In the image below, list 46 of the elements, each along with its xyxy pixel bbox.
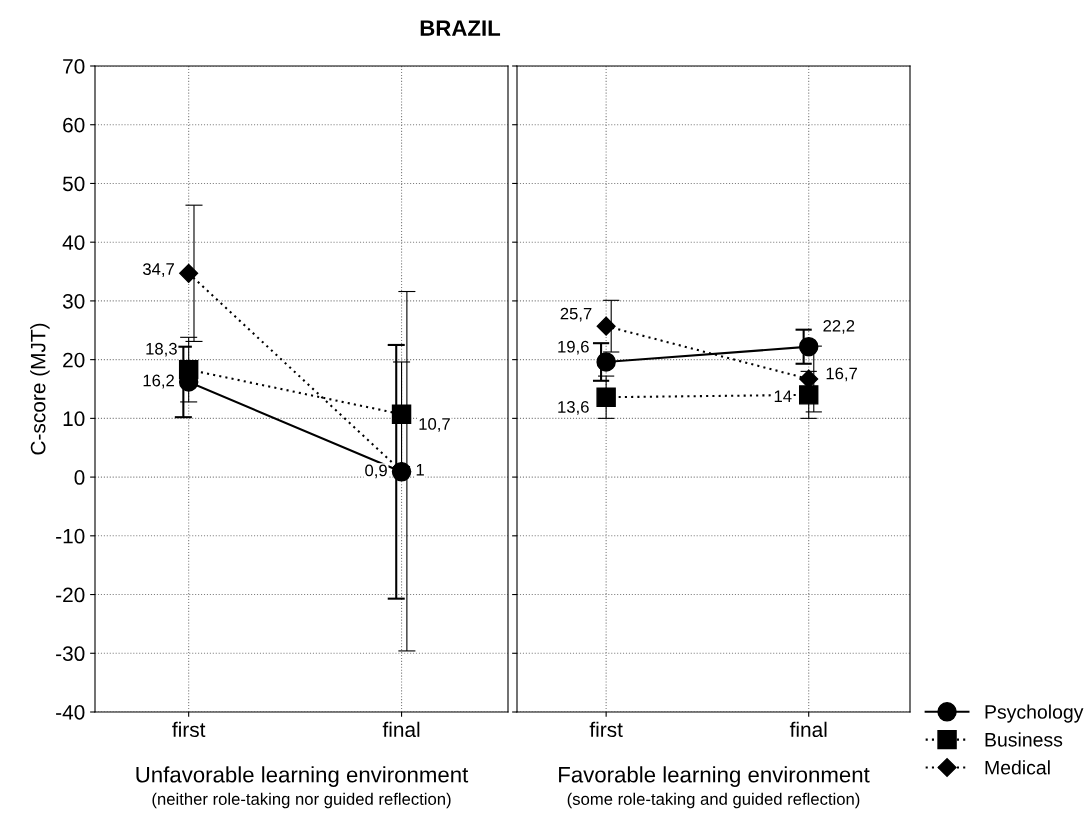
data-label: 13,6 — [558, 401, 589, 415]
y-tick-label: -20 — [56, 587, 85, 603]
y-tick-label: -40 — [56, 705, 85, 720]
point — [391, 404, 412, 424]
point — [178, 359, 199, 380]
data-label: 34,7 — [142, 263, 174, 277]
data-label: 18,3 — [146, 342, 177, 357]
data-label: 16,2 — [143, 374, 174, 389]
x-tick-label: first — [589, 721, 623, 738]
y-tick-label: 10 — [63, 411, 85, 427]
legend-label: Psychology — [985, 704, 1084, 723]
x-tick-label: final — [382, 721, 420, 738]
y-tick-label: 60 — [63, 117, 85, 133]
y-tick-label: 0 — [74, 470, 85, 485]
data-label: 0,9 — [365, 464, 387, 479]
y-tick-label: 70 — [63, 59, 85, 74]
x-tick-label: first — [172, 721, 206, 738]
data-label: 22,2 — [823, 319, 855, 334]
point — [179, 263, 199, 283]
text: (neither role-taking nor guided reflection) — [152, 792, 451, 809]
y-axis-title: C-score (MJT) — [30, 323, 50, 455]
point — [798, 336, 819, 357]
data-label: 10,7 — [419, 418, 450, 432]
y-tick-label: -30 — [56, 646, 85, 662]
data-label: 1 — [416, 464, 424, 476]
point — [798, 385, 819, 405]
data-label: 19,6 — [558, 340, 589, 355]
y-tick-label: 20 — [63, 352, 85, 368]
y-tick-label: 30 — [62, 293, 85, 309]
y-tick-label: 50 — [62, 176, 85, 192]
point — [799, 369, 819, 389]
data-label: 14 — [774, 390, 792, 402]
legend-label: Business — [985, 732, 1063, 747]
data-label: 25,7 — [560, 307, 592, 322]
x-tick-label: final — [789, 721, 827, 738]
chart-title: BRAZIL — [420, 20, 501, 36]
point — [596, 352, 616, 372]
y-tick-label: 40 — [62, 235, 85, 250]
point — [596, 387, 616, 407]
legend-label: Medical — [985, 760, 1050, 775]
point — [596, 316, 616, 336]
text: (some role-taking and guided reflection) — [567, 792, 860, 809]
x-axis-title: Unfavorable learning environment — [136, 766, 469, 787]
x-axis-title: Favorable learning environment — [559, 766, 870, 787]
data-label: 16,7 — [826, 367, 857, 382]
y-tick-label: -10 — [56, 528, 85, 544]
